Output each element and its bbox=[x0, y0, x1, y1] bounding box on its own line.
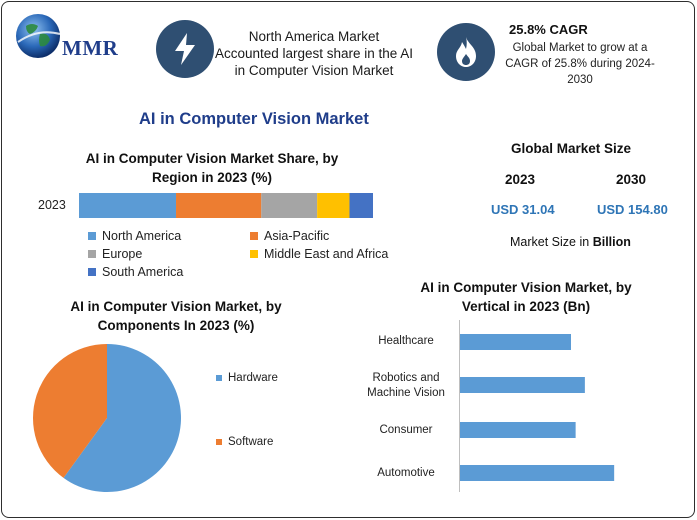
legend-south-america: South America bbox=[88, 265, 183, 279]
header-north-america-text: North America Market Accounted largest s… bbox=[214, 29, 414, 78]
vertical-bars bbox=[460, 334, 615, 481]
market-size-note: Market Size in Billion bbox=[510, 235, 631, 249]
region-stacked-bar bbox=[79, 193, 373, 218]
bar-healthcare bbox=[460, 334, 571, 350]
vertical-label-healthcare: Healthcare bbox=[378, 335, 434, 347]
bar-consumer bbox=[460, 422, 576, 438]
flame-badge bbox=[437, 23, 495, 81]
legend-hardware: Hardware bbox=[216, 372, 278, 384]
vertical-label-robotics: Robotics and Machine Vision bbox=[367, 372, 445, 399]
vertical-label-consumer: Consumer bbox=[379, 424, 433, 436]
lightning-badge bbox=[156, 20, 214, 78]
segment-middle-east-africa bbox=[317, 193, 350, 218]
legend-middle-east-africa: Middle East and Africa bbox=[250, 247, 388, 261]
segment-europe bbox=[261, 193, 318, 218]
market-year-2023: 2023 bbox=[505, 172, 536, 187]
segment-south-america bbox=[349, 193, 373, 218]
globe-logo-icon bbox=[14, 12, 62, 60]
region-year-label: 2023 bbox=[38, 198, 66, 212]
segment-north-america bbox=[79, 193, 177, 218]
vertical-chart-axis bbox=[459, 320, 460, 492]
legend-europe: Europe bbox=[88, 247, 142, 261]
region-legend: North America Asia-Pacific Europe Middle… bbox=[88, 229, 408, 283]
components-pie-chart bbox=[33, 344, 182, 492]
flame-icon bbox=[456, 37, 476, 67]
market-value-2030: USD 154.80 bbox=[597, 202, 668, 217]
cagr-description: Global Market to grow at a CAGR of 25.8%… bbox=[505, 42, 655, 86]
region-chart-title: AI in Computer Vision Market Share, by R… bbox=[85, 151, 339, 185]
vertical-chart-title: AI in Computer Vision Market, by Vertica… bbox=[420, 280, 632, 314]
legend-software: Software bbox=[216, 436, 273, 448]
segment-asia-pacific bbox=[176, 193, 262, 218]
vertical-label-automotive: Automotive bbox=[377, 467, 435, 479]
lightning-icon bbox=[175, 33, 195, 65]
pie-slice-hardware bbox=[63, 344, 182, 492]
bar-robotics-machine-vision bbox=[460, 377, 585, 393]
components-chart-title: AI in Computer Vision Market, by Compone… bbox=[70, 299, 282, 333]
pie-slice-software bbox=[33, 344, 107, 478]
cagr-title: 25.8% CAGR bbox=[509, 22, 588, 37]
market-value-2023: USD 31.04 bbox=[491, 202, 555, 217]
logo-text: MMR bbox=[62, 36, 119, 60]
legend-north-america: North America bbox=[88, 229, 181, 243]
global-market-title: Global Market Size bbox=[511, 141, 632, 156]
legend-asia-pacific: Asia-Pacific bbox=[250, 229, 329, 243]
bar-automotive bbox=[460, 465, 615, 481]
main-title: AI in Computer Vision Market bbox=[139, 110, 369, 128]
market-year-2030: 2030 bbox=[616, 172, 647, 187]
